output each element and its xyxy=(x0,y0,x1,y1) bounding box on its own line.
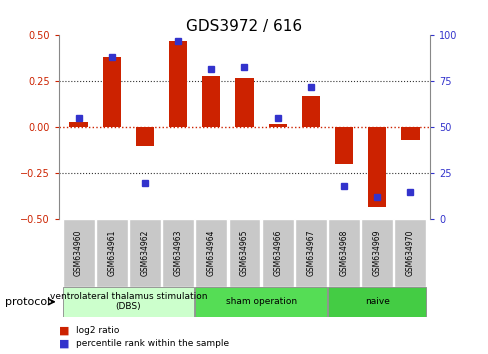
Bar xyxy=(69,122,87,127)
Bar xyxy=(235,78,253,127)
Bar xyxy=(129,219,161,287)
Text: GSM634961: GSM634961 xyxy=(107,230,116,276)
Text: GSM634964: GSM634964 xyxy=(206,230,215,276)
Text: GSM634963: GSM634963 xyxy=(173,230,182,276)
Bar xyxy=(294,219,326,287)
Bar xyxy=(327,287,426,317)
Text: GSM634968: GSM634968 xyxy=(339,230,348,276)
Text: protocol: protocol xyxy=(5,297,50,307)
Bar xyxy=(334,127,352,164)
Bar xyxy=(327,219,359,287)
Bar xyxy=(96,219,127,287)
Bar xyxy=(301,96,319,127)
Bar xyxy=(169,41,187,127)
Text: ventrolateral thalamus stimulation
(DBS): ventrolateral thalamus stimulation (DBS) xyxy=(49,292,207,312)
Bar xyxy=(394,219,426,287)
Bar xyxy=(367,127,386,207)
Bar xyxy=(268,124,286,127)
Title: GDS3972 / 616: GDS3972 / 616 xyxy=(186,19,302,34)
Bar xyxy=(162,219,194,287)
Text: percentile rank within the sample: percentile rank within the sample xyxy=(76,339,228,348)
Bar xyxy=(361,219,392,287)
Text: GSM634965: GSM634965 xyxy=(240,230,248,276)
Bar xyxy=(136,127,154,146)
Text: GSM634960: GSM634960 xyxy=(74,230,83,276)
Text: GSM634966: GSM634966 xyxy=(273,230,282,276)
Text: log2 ratio: log2 ratio xyxy=(76,326,119,336)
Text: GSM634962: GSM634962 xyxy=(140,230,149,276)
Text: sham operation: sham operation xyxy=(225,297,296,306)
Bar xyxy=(62,287,194,317)
Text: GSM634967: GSM634967 xyxy=(306,230,315,276)
Bar xyxy=(401,127,419,140)
Text: naive: naive xyxy=(364,297,389,306)
Bar xyxy=(195,219,227,287)
Bar xyxy=(195,287,326,317)
Text: ■: ■ xyxy=(59,326,69,336)
Bar xyxy=(62,219,94,287)
Bar xyxy=(202,76,220,127)
Text: GSM634969: GSM634969 xyxy=(372,230,381,276)
Text: ■: ■ xyxy=(59,338,69,348)
Bar xyxy=(261,219,293,287)
Bar xyxy=(102,57,121,127)
Bar xyxy=(228,219,260,287)
Text: GSM634970: GSM634970 xyxy=(405,230,414,276)
